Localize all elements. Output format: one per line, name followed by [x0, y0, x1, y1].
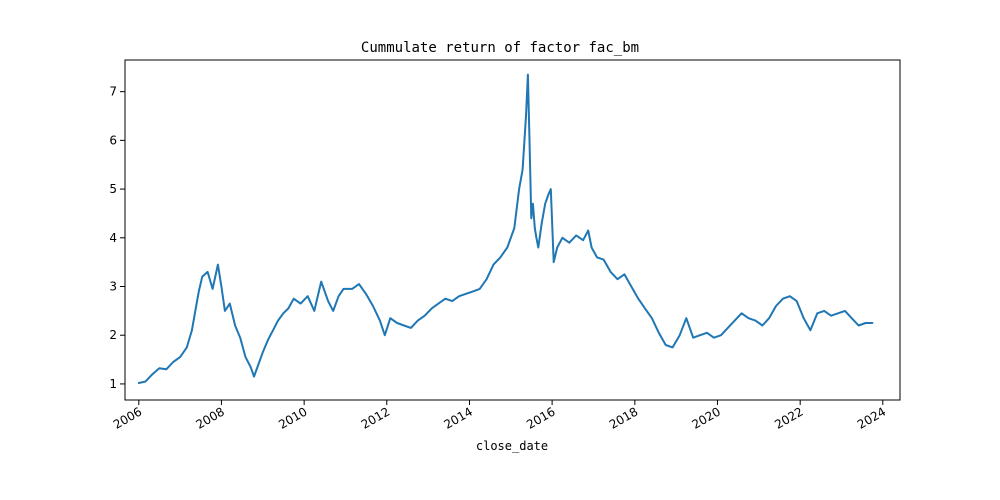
y-tick-label: 1 [109, 377, 117, 391]
y-axis: 1 2 3 4 5 6 7 [109, 85, 125, 391]
x-axis-label: close_date [476, 439, 548, 453]
x-tick-label: 2016 [524, 404, 557, 431]
x-axis: 2006 2008 2010 2012 2014 2016 2018 2020 2022 2024 [111, 400, 888, 432]
x-tick-label: 2018 [607, 404, 640, 431]
y-tick-label: 7 [109, 85, 117, 99]
axes-frame [124, 59, 901, 401]
y-tick-label: 5 [109, 182, 117, 196]
x-tick-label: 2006 [111, 404, 144, 431]
chart-title: Cummulate return of factor fac_bm [361, 40, 639, 56]
y-tick-label: 2 [109, 328, 117, 342]
y-tick-label: 4 [109, 231, 117, 245]
x-tick-label: 2024 [855, 404, 888, 431]
x-tick-label: 2022 [772, 404, 805, 431]
x-tick-label: 2008 [193, 404, 226, 431]
series-line-0 [137, 73, 874, 384]
plot-area [137, 73, 874, 384]
x-tick-label: 2014 [442, 404, 475, 431]
x-tick-label: 2010 [276, 404, 309, 431]
x-tick-label: 2012 [359, 404, 392, 431]
x-tick-label: 2020 [689, 404, 722, 431]
y-tick-label: 3 [109, 280, 117, 294]
y-tick-label: 6 [109, 133, 117, 147]
